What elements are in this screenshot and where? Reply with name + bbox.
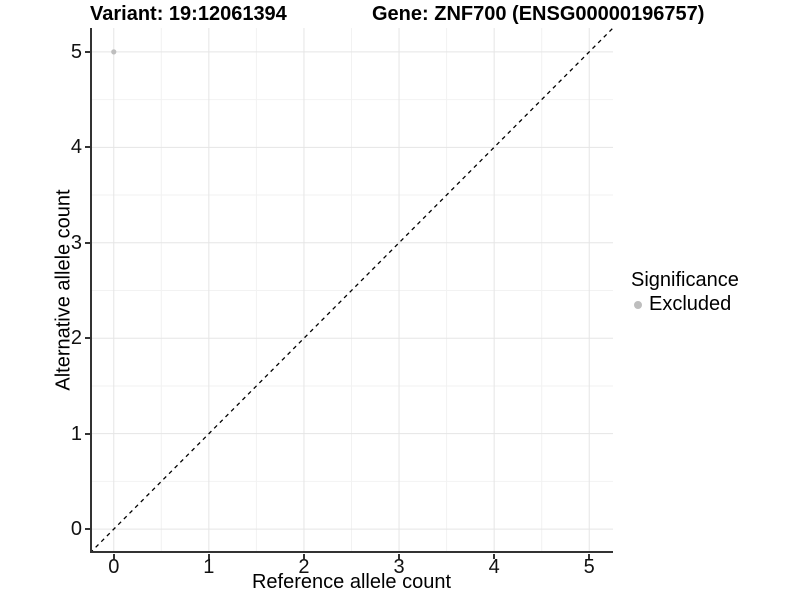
legend-entry-label: Excluded [649,293,732,315]
y-tick-label: 0 [70,518,82,541]
y-tick-label: 3 [70,231,82,254]
plot-panel [90,28,613,553]
x-tick-mark [207,554,210,559]
x-tick-mark [302,554,305,559]
x-tick-label: 5 [583,556,595,578]
data-point [111,49,117,55]
y-tick-label: 4 [70,136,82,159]
x-tick-mark [112,554,115,559]
plot-title-gene: Gene: ZNF700 (ENSG00000196757) [372,3,705,25]
y-tick-mark [85,528,90,531]
x-tick-label: 3 [393,556,405,578]
y-tick-mark [85,146,90,149]
x-axis-title: Reference allele count [251,571,451,593]
y-tick-mark [85,50,90,53]
y-tick-mark [85,432,90,435]
x-tick-label: 0 [108,556,120,578]
y-tick-label: 1 [70,422,82,445]
x-tick-mark [493,554,496,559]
plot-title-variant: Variant: 19:12061394 [90,3,287,25]
identity-line [90,28,613,553]
x-tick-label: 1 [203,556,215,578]
y-tick-label: 5 [70,40,82,63]
x-tick-label: 4 [488,556,500,578]
y-axis-title: Alternative allele count [52,189,75,391]
x-tick-mark [588,554,591,559]
legend: Significance Excluded [631,269,739,316]
legend-title: Significance [631,269,739,291]
x-tick-label: 2 [298,556,310,578]
plot-canvas [90,28,613,553]
y-tick-label: 2 [70,327,82,350]
y-tick-mark [85,241,90,244]
legend-key-circle-icon [634,300,642,309]
y-tick-mark [85,337,90,340]
x-tick-mark [398,554,401,559]
legend-entry-excluded: Excluded [631,293,739,316]
